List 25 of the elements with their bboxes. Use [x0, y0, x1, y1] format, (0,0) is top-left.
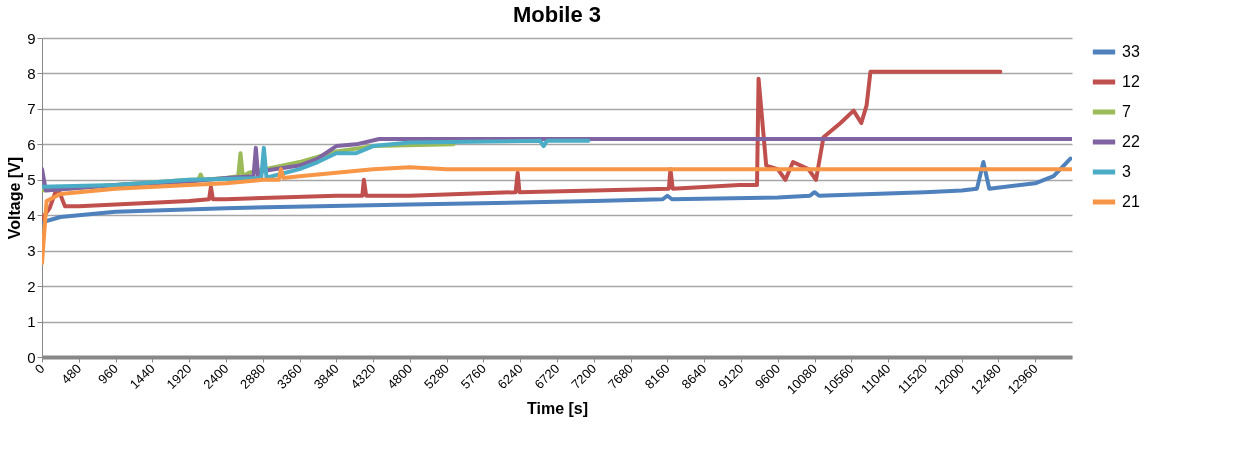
line-series: [42, 69, 1003, 221]
legend-label: 12: [1122, 73, 1140, 90]
x-tick-label: 960: [95, 360, 122, 387]
y-tick-label: 2: [27, 277, 36, 295]
legend-label: 33: [1122, 43, 1140, 60]
legend-label: 3: [1122, 163, 1131, 180]
line-series: [42, 165, 1072, 266]
y-axis-title: Voltage [V]: [6, 156, 24, 240]
y-tick-label: 4: [27, 206, 36, 224]
line-series: [42, 138, 591, 189]
legend-label: 7: [1122, 103, 1131, 120]
y-tick-label: 1: [27, 313, 36, 331]
y-tick-label: 9: [27, 29, 36, 47]
y-tick-label: 0: [27, 348, 36, 366]
y-tick-label: 8: [27, 64, 36, 82]
legend-label: 21: [1122, 193, 1140, 210]
legend-label: 22: [1122, 133, 1140, 150]
x-axis-title: Time [s]: [526, 400, 589, 418]
y-tick-label: 3: [27, 242, 36, 260]
chart-title: Mobile 3: [512, 2, 602, 27]
x-tick-label: 480: [58, 360, 85, 387]
y-tick-label: 7: [27, 100, 36, 118]
y-tick-label: 6: [27, 135, 36, 153]
y-tick-label: 5: [27, 171, 36, 189]
line-series: [42, 156, 1072, 225]
